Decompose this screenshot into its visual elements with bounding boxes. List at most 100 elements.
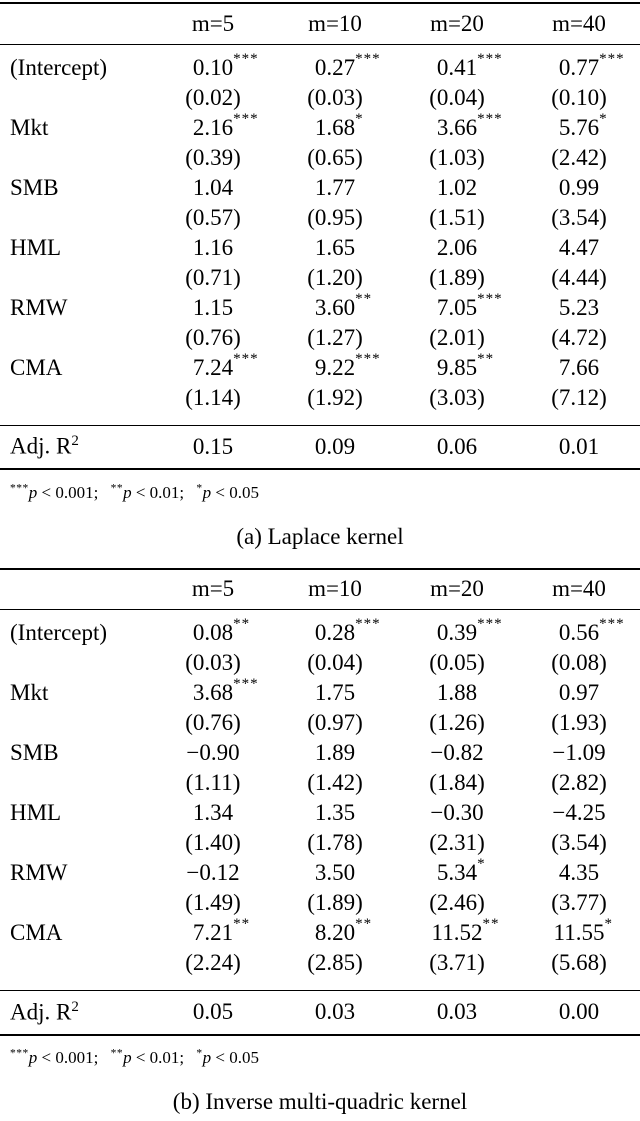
se-cell: (3.54) bbox=[551, 204, 607, 230]
significance-stars: *** bbox=[477, 616, 503, 633]
table-row-estimate: CMA 7.24 *** 9.22 *** 9.85 ** 7.66 bbox=[0, 351, 640, 383]
table-row-se: (0.02) (0.03) (0.04) (0.10) bbox=[0, 83, 640, 113]
header-row: m=5 m=10 m=20 m=40 bbox=[0, 3, 640, 44]
estimate-value: 0.56 bbox=[558, 620, 600, 646]
adj-r2-value: 0.03 bbox=[436, 999, 478, 1025]
se-cell: (2.85) bbox=[307, 950, 363, 976]
estimate-value: 0.28 bbox=[314, 620, 356, 646]
adj-r2-value: 0.03 bbox=[314, 999, 356, 1025]
row-label-empty bbox=[0, 203, 152, 233]
estimate-cell: −0.90 bbox=[152, 738, 274, 768]
estimate-value: 0.77 bbox=[558, 54, 600, 80]
estimate-cell: 7.66 bbox=[518, 353, 640, 383]
significance-stars: * bbox=[355, 110, 364, 127]
se-cell: (0.76) bbox=[185, 710, 241, 736]
estimate-value: 9.22 bbox=[314, 354, 356, 380]
se-cell: (4.44) bbox=[551, 264, 607, 290]
adj-r2-value: 0.09 bbox=[314, 433, 356, 459]
regression-table-imq: m=5 m=10 m=20 m=40 (Intercept) 0.08 ** 0.… bbox=[0, 567, 640, 1036]
table-row-estimate: (Intercept) 0.08 ** 0.28 *** 0.39 *** 0.56 *… bbox=[0, 610, 640, 649]
table-row-se: (1.49) (1.89) (2.46) (3.77) bbox=[0, 888, 640, 918]
estimate-cell: 5.34 * bbox=[396, 856, 518, 888]
table-row-estimate: CMA 7.21 ** 8.20 ** 11.52 ** 11.55 * bbox=[0, 916, 640, 948]
p-symbol: p bbox=[28, 1048, 38, 1068]
note-threshold: < 0.001; bbox=[37, 482, 99, 502]
se-cell: (1.93) bbox=[551, 710, 607, 736]
estimate-cell: 0.41 *** bbox=[396, 44, 518, 83]
estimate-value: 7.66 bbox=[558, 354, 600, 380]
estimate-value: 2.06 bbox=[436, 234, 478, 260]
table-row-se: (0.71) (1.20) (1.89) (4.44) bbox=[0, 263, 640, 293]
significance-stars: *** bbox=[233, 50, 259, 67]
estimate-cell: 1.16 bbox=[152, 233, 274, 263]
row-label: Mkt bbox=[10, 680, 49, 706]
table-row-estimate: HML 1.16 1.65 2.06 4.47 bbox=[0, 233, 640, 263]
adj-r2-value: 0.05 bbox=[192, 999, 234, 1025]
significance-stars: *** bbox=[599, 616, 625, 633]
column-header-m10: m=10 bbox=[308, 10, 362, 36]
estimate-value: 5.23 bbox=[558, 294, 600, 320]
estimate-cell: 7.05 *** bbox=[396, 290, 518, 323]
significance-stars: *** bbox=[10, 1047, 29, 1060]
estimate-value: 11.55 bbox=[553, 920, 605, 946]
table-row-estimate: (Intercept) 0.10 *** 0.27 *** 0.41 *** 0.77… bbox=[0, 44, 640, 83]
significance-stars: * bbox=[477, 856, 486, 873]
se-cell: (2.46) bbox=[429, 890, 485, 916]
adj-r2-value: 0.00 bbox=[558, 999, 600, 1025]
estimate-value: 3.60 bbox=[314, 294, 356, 320]
row-label: (Intercept) bbox=[10, 620, 108, 646]
p-symbol: p bbox=[202, 1048, 212, 1068]
significance-note: ***p < 0.001; **p < 0.01; *p < 0.05 bbox=[0, 1043, 640, 1070]
row-label: RMW bbox=[10, 860, 68, 886]
table-row-se: (1.11) (1.42) (1.84) (2.82) bbox=[0, 768, 640, 798]
superscript-2: 2 bbox=[71, 433, 79, 450]
significance-stars: ** bbox=[110, 1047, 124, 1060]
row-label-empty bbox=[0, 948, 152, 991]
estimate-cell: 0.39 *** bbox=[396, 610, 518, 649]
table-row-se: (0.03) (0.04) (0.05) (0.08) bbox=[0, 648, 640, 678]
row-label-empty bbox=[0, 648, 152, 678]
estimate-value: 5.34 bbox=[436, 860, 478, 886]
estimate-value: 2.16 bbox=[192, 114, 234, 140]
estimate-cell: −4.25 bbox=[518, 798, 640, 828]
estimate-cell: 0.56 *** bbox=[518, 610, 640, 649]
estimate-cell: 7.21 ** bbox=[152, 916, 274, 948]
significance-stars: *** bbox=[477, 290, 503, 307]
note-threshold: < 0.05 bbox=[211, 1048, 259, 1068]
estimate-value: 3.66 bbox=[436, 114, 478, 140]
estimate-cell: 4.47 bbox=[518, 233, 640, 263]
se-cell: (0.97) bbox=[307, 710, 363, 736]
estimate-value: 11.52 bbox=[431, 920, 483, 946]
row-label-empty bbox=[0, 263, 152, 293]
estimate-cell: 0.97 bbox=[518, 678, 640, 708]
se-cell: (3.54) bbox=[551, 830, 607, 856]
se-cell: (0.10) bbox=[551, 84, 607, 110]
table-row-se: (0.57) (0.95) (1.51) (3.54) bbox=[0, 203, 640, 233]
estimate-value: −0.12 bbox=[186, 860, 240, 886]
estimate-value: 1.89 bbox=[314, 740, 356, 766]
se-cell: (1.11) bbox=[185, 770, 241, 796]
estimate-value: 1.68 bbox=[314, 114, 356, 140]
panel-caption-a: (a) Laplace kernel bbox=[236, 523, 404, 549]
note-threshold: < 0.01; bbox=[131, 1048, 185, 1068]
row-label: SMB bbox=[10, 740, 59, 766]
se-cell: (1.89) bbox=[429, 264, 485, 290]
significance-stars: ** bbox=[233, 916, 251, 933]
panel-inverse-multi-quadric: m=5 m=10 m=20 m=40 (Intercept) 0.08 ** 0.… bbox=[0, 567, 640, 1116]
panel-caption-b: (b) Inverse multi-quadric kernel bbox=[172, 1089, 468, 1115]
significance-stars: * bbox=[196, 482, 203, 494]
se-cell: (1.26) bbox=[429, 710, 485, 736]
estimate-value: 1.15 bbox=[192, 294, 234, 320]
estimate-cell: 2.06 bbox=[396, 233, 518, 263]
estimate-value: 5.76 bbox=[558, 114, 600, 140]
se-cell: (0.03) bbox=[307, 84, 363, 110]
se-cell: (0.04) bbox=[307, 650, 363, 676]
se-cell: (0.39) bbox=[185, 144, 241, 170]
estimate-value: 0.41 bbox=[436, 54, 478, 80]
se-cell: (4.72) bbox=[551, 324, 607, 350]
se-cell: (5.68) bbox=[551, 950, 607, 976]
estimate-value: −4.25 bbox=[552, 800, 606, 826]
row-label: CMA bbox=[10, 920, 63, 946]
p-symbol: p bbox=[123, 482, 132, 502]
